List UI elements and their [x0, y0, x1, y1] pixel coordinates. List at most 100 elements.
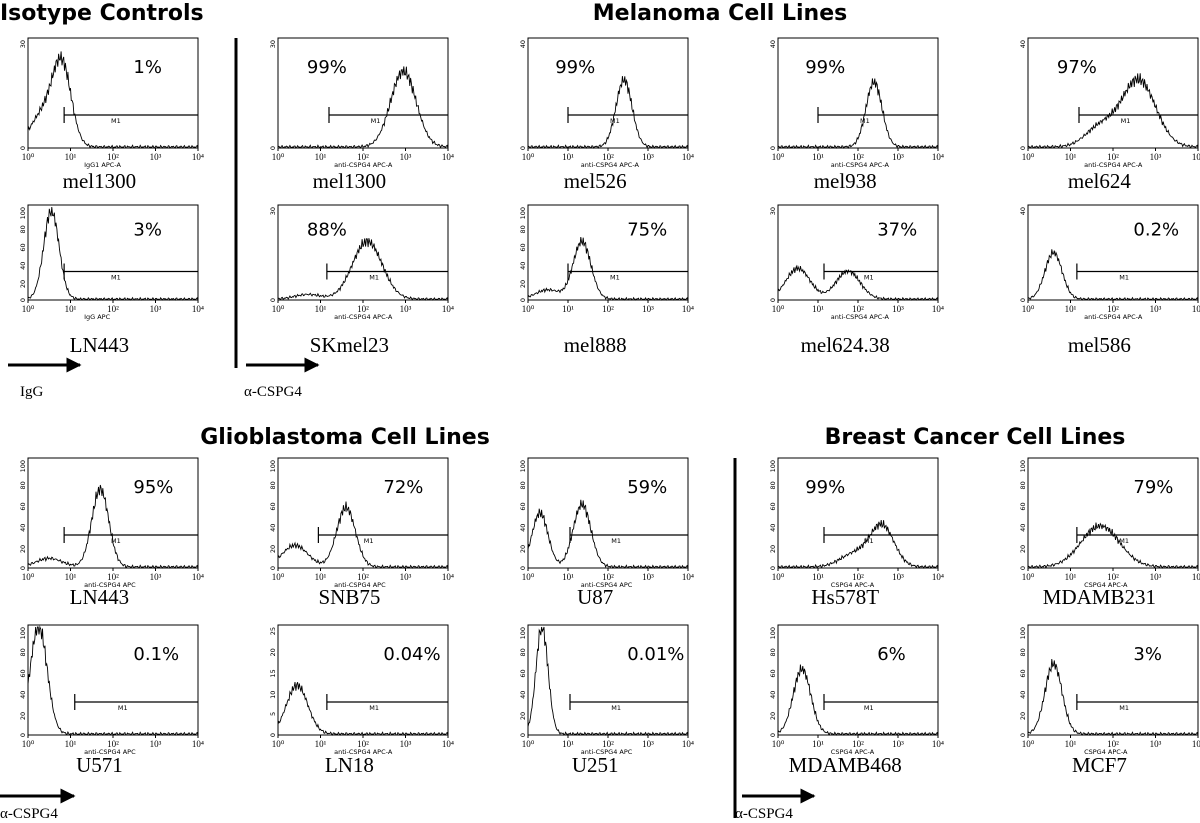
y-tick-label: 15 [269, 669, 277, 677]
x-tick-label: 10¹ [1065, 152, 1077, 162]
arrow-label: α-CSPG4 [244, 384, 302, 400]
histogram [27, 51, 199, 149]
y-tick-label: 20 [769, 712, 777, 720]
x-tick-label: 10⁰ [22, 152, 35, 162]
x-tick-label: 10⁴ [1192, 304, 1200, 314]
x-tick-label: 10² [357, 739, 369, 749]
arrow-label: α-CSPG4 [0, 806, 58, 822]
plot-frame [27, 204, 199, 301]
gate-label: M1 [611, 704, 621, 712]
axis-label: anti-CSPG4 APC-A [334, 161, 393, 169]
cell-line-name: MDAMB231 [1043, 585, 1156, 609]
axis-label: anti-CSPG4 APC-A [831, 313, 890, 321]
plot-frame [777, 457, 939, 569]
axis-label: anti-CSPG4 APC-A [581, 161, 640, 169]
x-tick-label: 10⁰ [772, 572, 785, 582]
x-tick-label: 10² [357, 304, 369, 314]
y-tick-label: 40 [519, 691, 527, 699]
x-tick-label: 10³ [892, 152, 904, 162]
y-tick-label: 40 [769, 691, 777, 699]
gate-label: M1 [369, 274, 379, 282]
x-tick-label: 10¹ [812, 739, 824, 749]
x-tick-label: 10⁰ [522, 572, 535, 582]
histogram [527, 237, 689, 301]
cell-line-name: mel1300 [63, 169, 137, 193]
axis-label: anti-CSPG4 APC-A [1084, 161, 1143, 169]
y-tick-label: 0 [769, 146, 777, 150]
x-tick-label: 10⁴ [1192, 152, 1200, 162]
x-tick-label: 10⁴ [442, 152, 454, 162]
gate-label: M1 [611, 537, 621, 545]
x-tick-label: 10² [602, 152, 614, 162]
gate-label: M1 [864, 537, 874, 545]
x-tick-label: 10³ [1150, 304, 1162, 314]
gate-label: M1 [864, 274, 874, 282]
cell-line-name: U87 [577, 585, 613, 609]
y-tick-label: 0 [269, 298, 277, 302]
y-tick-label: 60 [519, 502, 527, 510]
section-title: Breast Cancer Cell Lines [825, 425, 1126, 450]
histogram [27, 484, 199, 569]
y-tick-label: 0 [769, 566, 777, 570]
y-tick-label: 0 [519, 733, 527, 737]
x-tick-label: 10¹ [562, 572, 574, 582]
x-tick-label: 10¹ [562, 152, 574, 162]
y-tick-label: 60 [19, 502, 27, 510]
y-tick-label: 40 [269, 524, 277, 532]
percent: 3% [1133, 644, 1162, 665]
axis-label: anti-CSPG4 APC-A [334, 313, 393, 321]
y-tick-label: 60 [269, 502, 277, 510]
cell-line-name: mel1300 [313, 169, 387, 193]
y-tick-label: 10 [269, 691, 277, 699]
gate-label: M1 [111, 274, 121, 282]
x-tick-label: 10¹ [315, 304, 327, 314]
y-tick-label: 20 [519, 712, 527, 720]
percent: 95% [133, 477, 173, 498]
gate-label: M1 [860, 117, 870, 125]
percent: 0.1% [133, 644, 179, 665]
x-tick-label: 10¹ [315, 152, 327, 162]
x-tick-label: 10³ [1150, 152, 1162, 162]
plot-frame [777, 624, 939, 736]
cell-line-name: mel888 [564, 333, 627, 357]
gate-label: M1 [364, 537, 374, 545]
panels: 10⁰ 10¹ 10² 10³ 10⁴ 0 30 IgG1 APC-A M1 1% mel1300 1… [19, 37, 1200, 777]
y-tick-label: 60 [1019, 669, 1027, 677]
y-tick-label: 0 [519, 146, 527, 150]
gate-label: M1 [610, 274, 620, 282]
section-title: Melanoma Cell Lines [593, 1, 847, 26]
x-tick-label: 10³ [642, 152, 654, 162]
percent: 99% [555, 57, 595, 78]
histogram [777, 664, 939, 736]
gate-label: M1 [1119, 537, 1129, 545]
x-tick-label: 10³ [892, 304, 904, 314]
x-tick-label: 10¹ [812, 572, 824, 582]
y-tick-label: 40 [1019, 40, 1027, 48]
x-tick-label: 10⁴ [932, 572, 944, 582]
plot-frame [27, 624, 199, 736]
cell-line-name: U251 [572, 753, 619, 777]
cell-line-name: U571 [76, 753, 123, 777]
axis-label: CSPG4 APC-A [831, 581, 875, 589]
plot-frame [277, 204, 449, 301]
x-tick-label: 10⁴ [682, 739, 694, 749]
x-tick-label: 10⁴ [1192, 739, 1200, 749]
cell-line-name: mel624.38 [801, 333, 890, 357]
y-tick-label: 20 [519, 545, 527, 553]
cell-line-name: mel938 [814, 169, 877, 193]
axis-label: CSPG4 APC-A [1084, 748, 1128, 756]
y-tick-label: 100 [19, 207, 27, 219]
plot-frame [1027, 457, 1199, 569]
y-tick-label: 80 [769, 481, 777, 489]
x-tick-label: 10³ [150, 572, 162, 582]
y-tick-label: 100 [769, 460, 777, 472]
y-tick-label: 40 [19, 262, 27, 270]
x-tick-label: 10⁰ [22, 304, 35, 314]
plot-frame [527, 624, 689, 736]
percent: 99% [805, 477, 845, 498]
x-tick-label: 10⁰ [22, 572, 35, 582]
x-tick-label: 10⁰ [272, 304, 285, 314]
plot-frame [27, 37, 199, 149]
histogram [527, 499, 689, 569]
